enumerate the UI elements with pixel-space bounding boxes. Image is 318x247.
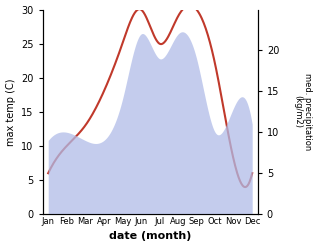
Y-axis label: max temp (C): max temp (C)	[5, 78, 16, 145]
Y-axis label: med. precipitation
(kg/m2): med. precipitation (kg/m2)	[293, 73, 313, 150]
X-axis label: date (month): date (month)	[109, 231, 191, 242]
